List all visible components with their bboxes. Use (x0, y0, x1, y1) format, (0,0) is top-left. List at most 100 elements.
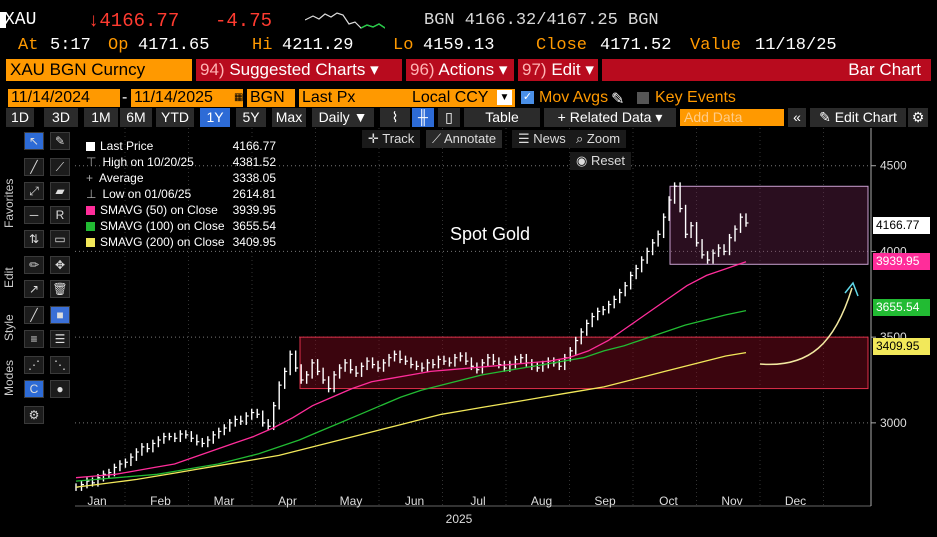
bar-chart-icon[interactable]: ╫ (412, 108, 434, 127)
source-input[interactable]: BGN (247, 89, 295, 107)
brush-tool-icon[interactable]: ✏ (24, 256, 44, 274)
zoom-button[interactable]: ⌕ Zoom (570, 130, 627, 148)
magnet-mode-icon[interactable]: ⋱ (50, 356, 70, 374)
legend-row: + Average 3338.05 (86, 170, 276, 186)
sma50-price-tag: 3939.95 (873, 253, 930, 270)
price-chart[interactable]: Jan Feb Mar Apr May Jun Jul Aug Sep Oct Nov Dec 2025… (0, 128, 937, 537)
collapse-icon[interactable]: « (788, 108, 806, 127)
legend-swatch (86, 142, 95, 151)
cycle-mode-icon[interactable]: C (24, 380, 44, 398)
fib-tool-icon[interactable]: ⇅ (24, 230, 44, 248)
month-label: Aug (531, 494, 552, 508)
trash-icon[interactable]: 🗑 (50, 280, 70, 298)
palette-icon[interactable]: ● (50, 380, 70, 398)
chart-settings-gear-icon[interactable]: ⚙ (24, 406, 44, 424)
menu-bar: XAU BGN Curncy 94) Suggested Charts ▾ 96… (6, 59, 931, 81)
reset-button[interactable]: ◉ Reset (570, 152, 631, 170)
annotate-label: Annotate (444, 131, 497, 146)
year-label: 2025 (446, 512, 473, 526)
currency-dropdown-icon[interactable]: ▼ (497, 90, 512, 105)
fill-color-icon[interactable]: ■ (50, 306, 70, 324)
sma200-line (75, 351, 747, 488)
actions-menu[interactable]: 96) Actions ▾ (406, 59, 514, 81)
last-price-tag: 4166.77 (873, 217, 930, 234)
chart-legend: Last Price 4166.77 ⊤ High on 10/20/25 438… (86, 138, 276, 250)
rectangle-tool-icon[interactable]: ▭ (50, 230, 70, 248)
suggested-label: Suggested Charts ▾ (229, 60, 379, 79)
legend-swatch (86, 206, 95, 215)
related-data-button[interactable]: + Related Data ▾ (544, 108, 676, 127)
suggested-charts-menu[interactable]: 94) Suggested Charts ▾ (196, 59, 402, 81)
period-6m[interactable]: 6M (120, 108, 152, 127)
end-date-input[interactable]: 11/14/2025 (131, 89, 243, 107)
channel-tool-icon[interactable]: ▰ (50, 182, 70, 200)
recent-range-box (669, 185, 869, 265)
line-chart-icon[interactable]: ⌇ (380, 108, 410, 127)
zoom-label: Zoom (586, 131, 621, 146)
news-button[interactable]: ☰ News (512, 130, 572, 148)
add-data-input[interactable]: Add Data (680, 109, 784, 126)
crosshair-mode-icon[interactable]: ⋰ (24, 356, 44, 374)
pencil-icon[interactable]: ✎ (611, 91, 625, 108)
track-icon: ✛ (368, 131, 383, 146)
table-button[interactable]: Table (464, 108, 540, 127)
pointer-tool-icon[interactable]: ↖ (24, 132, 44, 150)
high-label: Hi (252, 36, 273, 55)
month-label: May (340, 494, 363, 508)
annotate-button[interactable]: ⟋ Annotate (426, 130, 503, 148)
pen-tool-icon[interactable]: ✎ (50, 132, 70, 150)
field-select[interactable]: Last Px (299, 89, 409, 107)
net-change: -4.75 (215, 10, 273, 32)
legend-label: High on 10/20/25 (102, 155, 194, 169)
period-ytd[interactable]: YTD (156, 108, 194, 127)
y-tick-label: 3000 (880, 416, 907, 430)
legend-label: Low on 01/06/25 (102, 187, 192, 201)
period-1y[interactable]: 1Y (200, 108, 230, 127)
actions-num: 96) (410, 60, 435, 79)
edit-chart-button[interactable]: ✎ Edit Chart (810, 108, 906, 127)
track-button[interactable]: ✛ Track (362, 130, 421, 148)
segment-tool-icon[interactable]: ⤢ (24, 182, 44, 200)
line-weight-icon[interactable]: ≡ (24, 330, 44, 348)
start-date-input[interactable]: 11/14/2024 (8, 89, 120, 107)
mov-avgs-checkbox[interactable]: ✓ (521, 91, 534, 104)
line-style-icon[interactable]: ☰ (50, 330, 70, 348)
select-tool-icon[interactable]: ↗ (24, 280, 44, 298)
period-1d[interactable]: 1D (6, 108, 34, 127)
sma100-line (75, 309, 747, 482)
calendar-icon[interactable]: ▦ (234, 92, 244, 103)
drawing-tool-palette: Favorites Edit Style Modes ↖ ✎ ╱ ⟋ ⤢ ▰ ─… (0, 128, 74, 528)
edit-menu[interactable]: 97) Edit ▾ (518, 59, 598, 81)
ticker: XAU (4, 10, 37, 30)
legend-value: 3939.95 (232, 203, 276, 217)
value-label: Value (690, 36, 742, 55)
period-5y[interactable]: 5Y (236, 108, 266, 127)
month-label: Nov (721, 494, 742, 508)
security-field[interactable]: XAU BGN Curncy (6, 59, 192, 81)
legend-label: SMAVG (50) on Close (100, 203, 218, 217)
hline-tool-icon[interactable]: ─ (24, 206, 44, 224)
settings-gear-icon[interactable]: ⚙ (908, 108, 928, 127)
trendline-tool-icon[interactable]: ╱ (24, 158, 44, 176)
key-events-checkbox[interactable] (637, 92, 649, 104)
period-max[interactable]: Max (272, 108, 306, 127)
period-1m[interactable]: 1M (84, 108, 118, 127)
y-tick-label: 4500 (880, 159, 907, 173)
high-marker-icon: ⊤ (86, 155, 97, 169)
security-label: XAU BGN Curncy (10, 60, 146, 79)
frequency-select[interactable]: Daily ▼ (312, 108, 374, 127)
candle-chart-icon[interactable]: ▯ (438, 108, 460, 127)
month-label: Apr (278, 494, 297, 508)
legend-label: Average (99, 171, 144, 185)
sma100-price-tag: 3655.54 (873, 299, 930, 316)
period-3d[interactable]: 3D (44, 108, 78, 127)
news-icon: ☰ (518, 131, 534, 146)
move-tool-icon[interactable]: ✥ (50, 256, 70, 274)
ray-tool-icon[interactable]: ⟋ (50, 158, 70, 176)
line-color-icon[interactable]: ╱ (24, 306, 44, 324)
month-label: Dec (785, 494, 806, 508)
retracement-tool-icon[interactable]: R (50, 206, 70, 224)
currency-select[interactable]: Local CCY (409, 89, 515, 107)
legend-swatch (86, 222, 95, 231)
projection-arrow-icon (844, 281, 859, 297)
